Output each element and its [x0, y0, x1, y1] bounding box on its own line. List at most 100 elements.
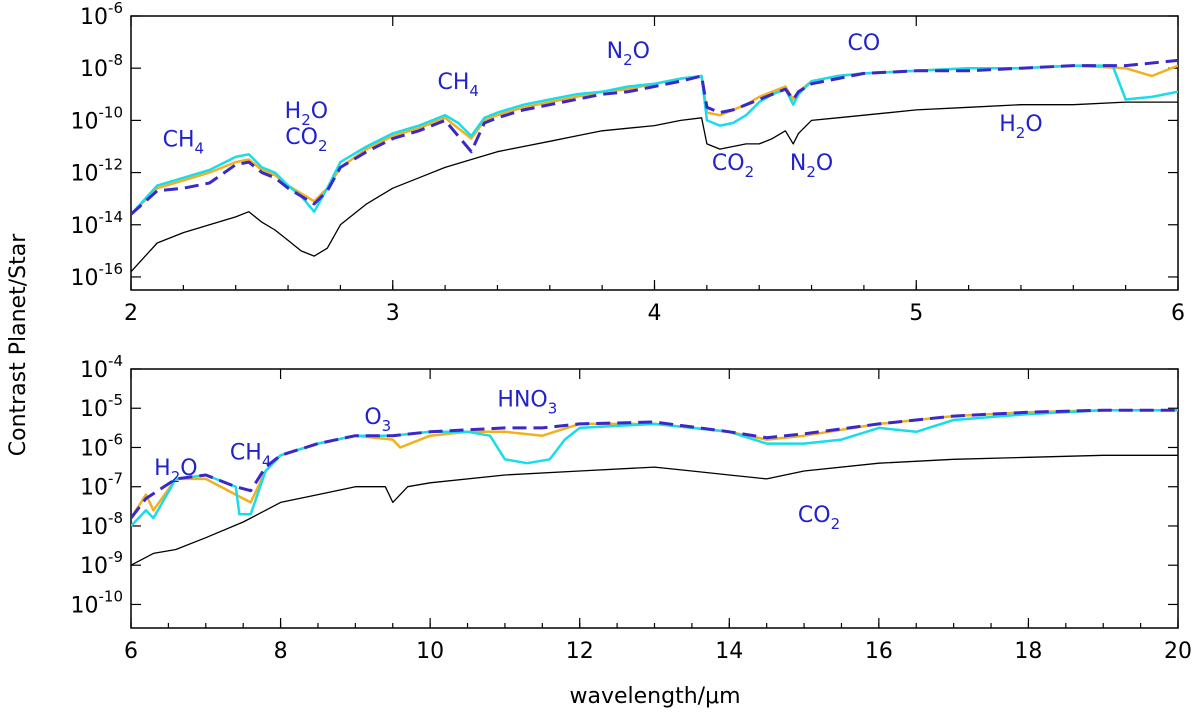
- molecule-suffix: O: [816, 151, 833, 176]
- y-tick-label: 10-8: [80, 51, 123, 82]
- molecule-label: N2O: [607, 39, 650, 69]
- molecule-label: H2O: [154, 456, 197, 486]
- y-tick-exponent: -8: [108, 509, 123, 527]
- series-line-blue-dashed: [131, 408, 1178, 520]
- molecule-subscript: 2: [301, 111, 311, 129]
- molecule-label: HNO3: [497, 387, 557, 417]
- y-tick-label: 10-16: [71, 260, 124, 291]
- molecule-label: CO2: [285, 125, 327, 155]
- molecule-main: N: [790, 151, 806, 176]
- y-tick-exponent: -16: [99, 260, 124, 278]
- molecule-suffix: O: [1025, 112, 1042, 137]
- molecule-main: CH: [437, 70, 469, 95]
- y-tick-exponent: -5: [108, 391, 123, 409]
- plot-frame: [130, 15, 1179, 291]
- molecule-suffix: O: [311, 99, 328, 124]
- molecule-subscript: 3: [548, 399, 558, 417]
- y-tick-base: 10: [80, 436, 108, 461]
- y-tick-base: 10: [71, 214, 99, 239]
- y-tick-base: 10: [71, 162, 99, 187]
- y-tick-base: 10: [80, 476, 108, 501]
- molecule-subscript: 2: [831, 515, 841, 533]
- molecule-subscript: 2: [745, 163, 755, 181]
- molecule-label: CH4: [163, 127, 204, 157]
- molecule-label: CH4: [230, 440, 271, 470]
- molecule-label: N2O: [790, 151, 833, 181]
- molecule-suffix: O: [633, 39, 650, 64]
- molecule-suffix: O: [180, 456, 197, 481]
- plot-frame: [130, 368, 1179, 629]
- molecule-main: CO: [712, 151, 745, 176]
- y-tick-exponent: -12: [99, 156, 124, 174]
- y-tick-label: 10-4: [80, 352, 123, 383]
- y-tick-exponent: -14: [99, 208, 124, 226]
- molecule-subscript: 2: [1016, 124, 1026, 142]
- x-tick-label: 3: [386, 301, 400, 326]
- top-panel: 2 3 4 5 610-610-810-1010-1210-1410-16CH4H2OC…: [71, 0, 1186, 326]
- y-tick-label: 10-10: [71, 103, 124, 134]
- y-tick-exponent: -6: [108, 430, 123, 448]
- x-tick-label: 6: [1171, 301, 1185, 326]
- x-tick-label: 2: [124, 301, 138, 326]
- y-tick-label: 10-14: [71, 208, 124, 239]
- y-tick-base: 10: [80, 57, 108, 82]
- series-line-black: [131, 101, 1178, 273]
- molecule-main: H: [999, 112, 1016, 137]
- molecule-main: H: [285, 99, 302, 124]
- x-tick-label: 10: [416, 639, 444, 664]
- molecule-main: H: [154, 456, 171, 481]
- x-tick-label: 6: [124, 639, 138, 664]
- molecule-subscript: 2: [623, 51, 633, 69]
- molecule-label: CH4: [437, 70, 478, 100]
- molecule-label: CO: [848, 31, 881, 56]
- y-tick-base: 10: [80, 515, 108, 540]
- y-tick-label: 10-12: [71, 156, 124, 187]
- y-tick-label: 10-6: [80, 0, 123, 30]
- y-tick-base: 10: [80, 554, 108, 579]
- y-tick-label: 10-10: [71, 587, 124, 618]
- y-tick-label: 10-6: [80, 430, 123, 461]
- molecule-label: CO2: [798, 503, 840, 533]
- molecule-main: CH: [163, 127, 195, 152]
- series-line-blue-dashed: [131, 58, 1178, 216]
- molecule-subscript: 3: [382, 417, 392, 435]
- y-tick-label: 10-9: [80, 548, 123, 579]
- y-tick-exponent: -8: [108, 51, 123, 69]
- molecule-subscript: 4: [195, 139, 205, 157]
- molecule-label: H2O: [999, 112, 1042, 142]
- y-axis-title: Contrast Planet/Star: [6, 233, 31, 456]
- x-tick-label: 16: [865, 639, 893, 664]
- y-tick-exponent: -9: [108, 548, 123, 566]
- y-tick-label: 10-7: [80, 470, 123, 501]
- x-tick-label: 14: [715, 639, 743, 664]
- molecule-subscript: 2: [318, 137, 328, 155]
- y-tick-exponent: -4: [108, 352, 123, 370]
- molecule-subscript: 2: [806, 163, 816, 181]
- y-tick-base: 10: [80, 397, 108, 422]
- y-tick-label: 10-5: [80, 391, 123, 422]
- x-tick-label: 5: [909, 301, 923, 326]
- y-tick-exponent: -7: [108, 470, 123, 488]
- molecule-main: HNO: [497, 387, 547, 412]
- molecule-main: CO: [848, 31, 881, 56]
- y-tick-base: 10: [80, 5, 108, 30]
- molecule-main: CH: [230, 440, 262, 465]
- series-line-black: [131, 454, 1178, 566]
- y-tick-label: 10-8: [80, 509, 123, 540]
- y-tick-base: 10: [80, 358, 108, 383]
- x-tick-label: 12: [566, 639, 594, 664]
- series-line-cyan: [131, 408, 1178, 527]
- y-tick-exponent: -10: [99, 103, 124, 121]
- molecule-main: O: [364, 405, 381, 430]
- molecule-label: CO2: [712, 151, 754, 181]
- molecule-subscript: 4: [469, 82, 479, 100]
- molecule-label: O3: [364, 405, 391, 435]
- molecule-subscript: 2: [171, 468, 181, 486]
- molecule-main: CO: [798, 503, 831, 528]
- series-line-orange: [131, 408, 1178, 519]
- x-tick-label: 4: [648, 301, 662, 326]
- x-tick-label: 20: [1164, 639, 1192, 664]
- x-axis-title: wavelength/μm: [570, 684, 741, 709]
- molecule-main: N: [607, 39, 623, 64]
